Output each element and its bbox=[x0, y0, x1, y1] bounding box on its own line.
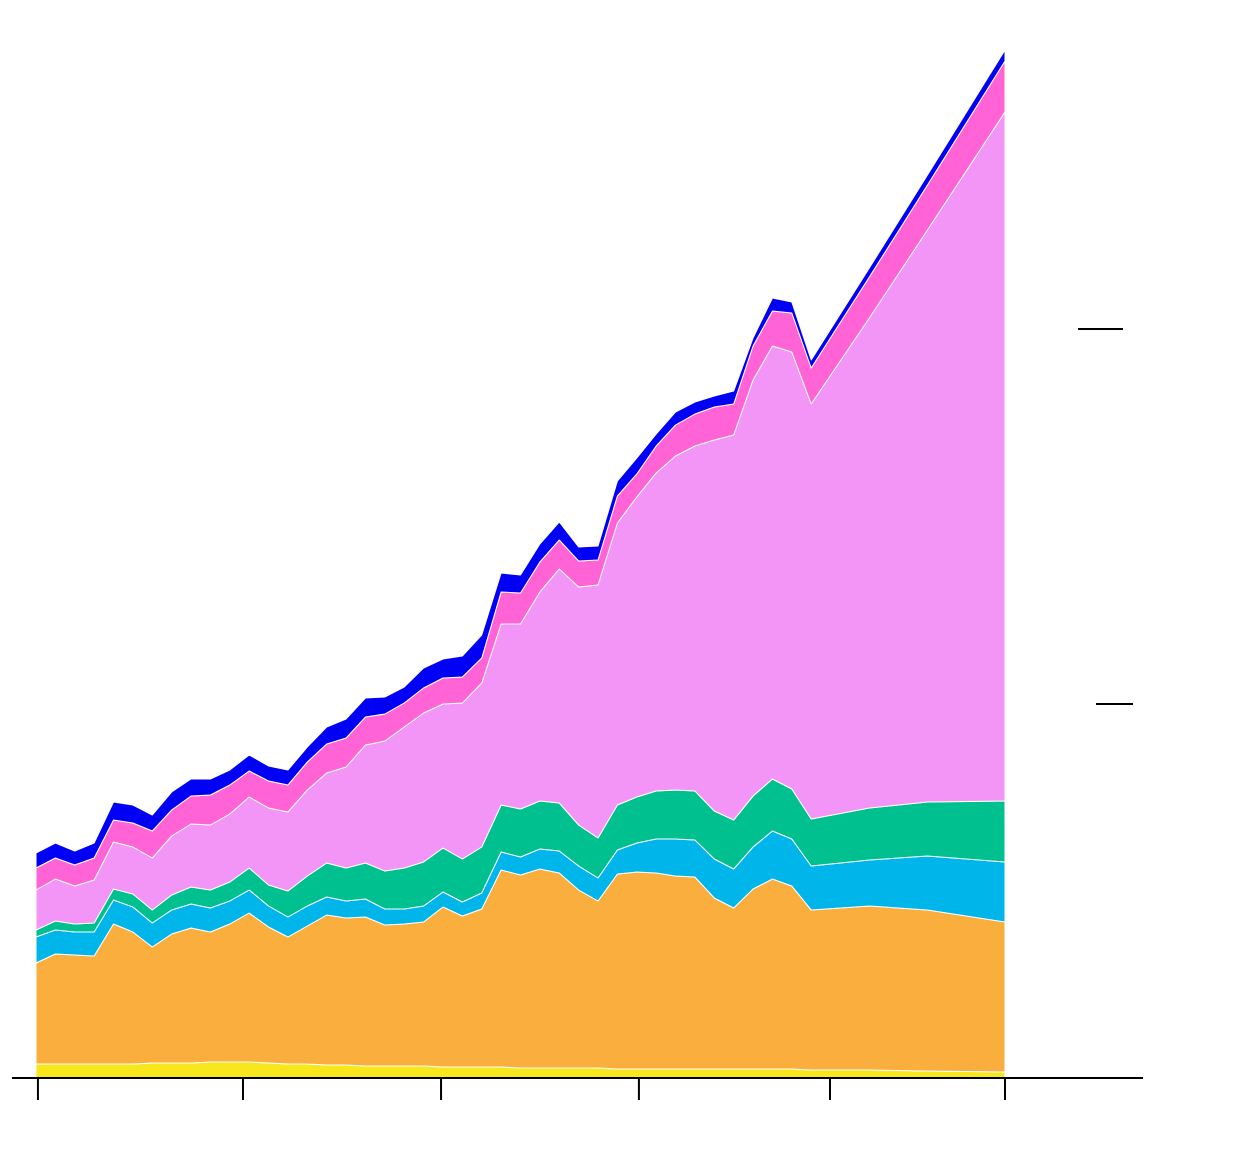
area-layer bbox=[35, 49, 1006, 869]
areas bbox=[35, 49, 1006, 1079]
